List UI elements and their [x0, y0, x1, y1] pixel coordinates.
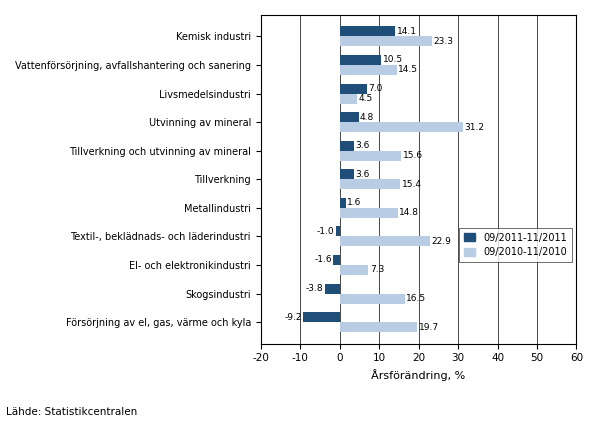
Bar — [325, 284, 340, 293]
Bar — [340, 141, 354, 151]
Text: 7.3: 7.3 — [370, 266, 385, 274]
Text: -1.6: -1.6 — [315, 256, 332, 264]
Bar — [333, 255, 340, 265]
X-axis label: Årsförändring, %: Årsförändring, % — [371, 369, 466, 381]
Text: -9.2: -9.2 — [285, 313, 302, 322]
Text: 16.5: 16.5 — [406, 294, 426, 303]
Bar — [340, 179, 401, 189]
Text: -3.8: -3.8 — [306, 284, 324, 293]
Bar — [340, 83, 367, 93]
Text: 14.5: 14.5 — [398, 66, 418, 75]
Text: 15.4: 15.4 — [402, 180, 422, 189]
Text: 3.6: 3.6 — [355, 170, 370, 179]
Text: 10.5: 10.5 — [383, 56, 402, 64]
Bar — [340, 65, 397, 75]
Text: 3.6: 3.6 — [355, 141, 370, 150]
Text: 4.5: 4.5 — [359, 94, 373, 103]
Text: Lähde: Statistikcentralen: Lähde: Statistikcentralen — [6, 407, 137, 417]
Text: 14.1: 14.1 — [396, 27, 417, 36]
Bar — [340, 208, 398, 218]
Text: 19.7: 19.7 — [419, 322, 439, 332]
Bar — [340, 55, 381, 65]
Text: 31.2: 31.2 — [464, 123, 484, 132]
Text: -1.0: -1.0 — [317, 227, 334, 236]
Text: 15.6: 15.6 — [402, 151, 423, 160]
Text: 23.3: 23.3 — [433, 37, 453, 46]
Bar — [340, 151, 401, 161]
Text: 7.0: 7.0 — [368, 84, 383, 93]
Bar — [303, 312, 340, 322]
Bar — [340, 27, 395, 37]
Bar — [340, 37, 432, 46]
Bar — [335, 226, 340, 237]
Bar — [340, 122, 463, 132]
Bar — [340, 237, 430, 246]
Text: 4.8: 4.8 — [360, 113, 374, 122]
Text: 14.8: 14.8 — [399, 208, 419, 217]
Bar — [340, 112, 359, 122]
Bar — [340, 169, 354, 179]
Bar — [340, 322, 417, 332]
Legend: 09/2011-11/2011, 09/2010-11/2010: 09/2011-11/2011, 09/2010-11/2010 — [459, 228, 572, 262]
Bar — [340, 93, 358, 104]
Text: 1.6: 1.6 — [347, 198, 362, 208]
Bar — [340, 265, 368, 275]
Bar — [340, 293, 405, 304]
Bar — [340, 198, 346, 208]
Text: 22.9: 22.9 — [431, 237, 451, 246]
